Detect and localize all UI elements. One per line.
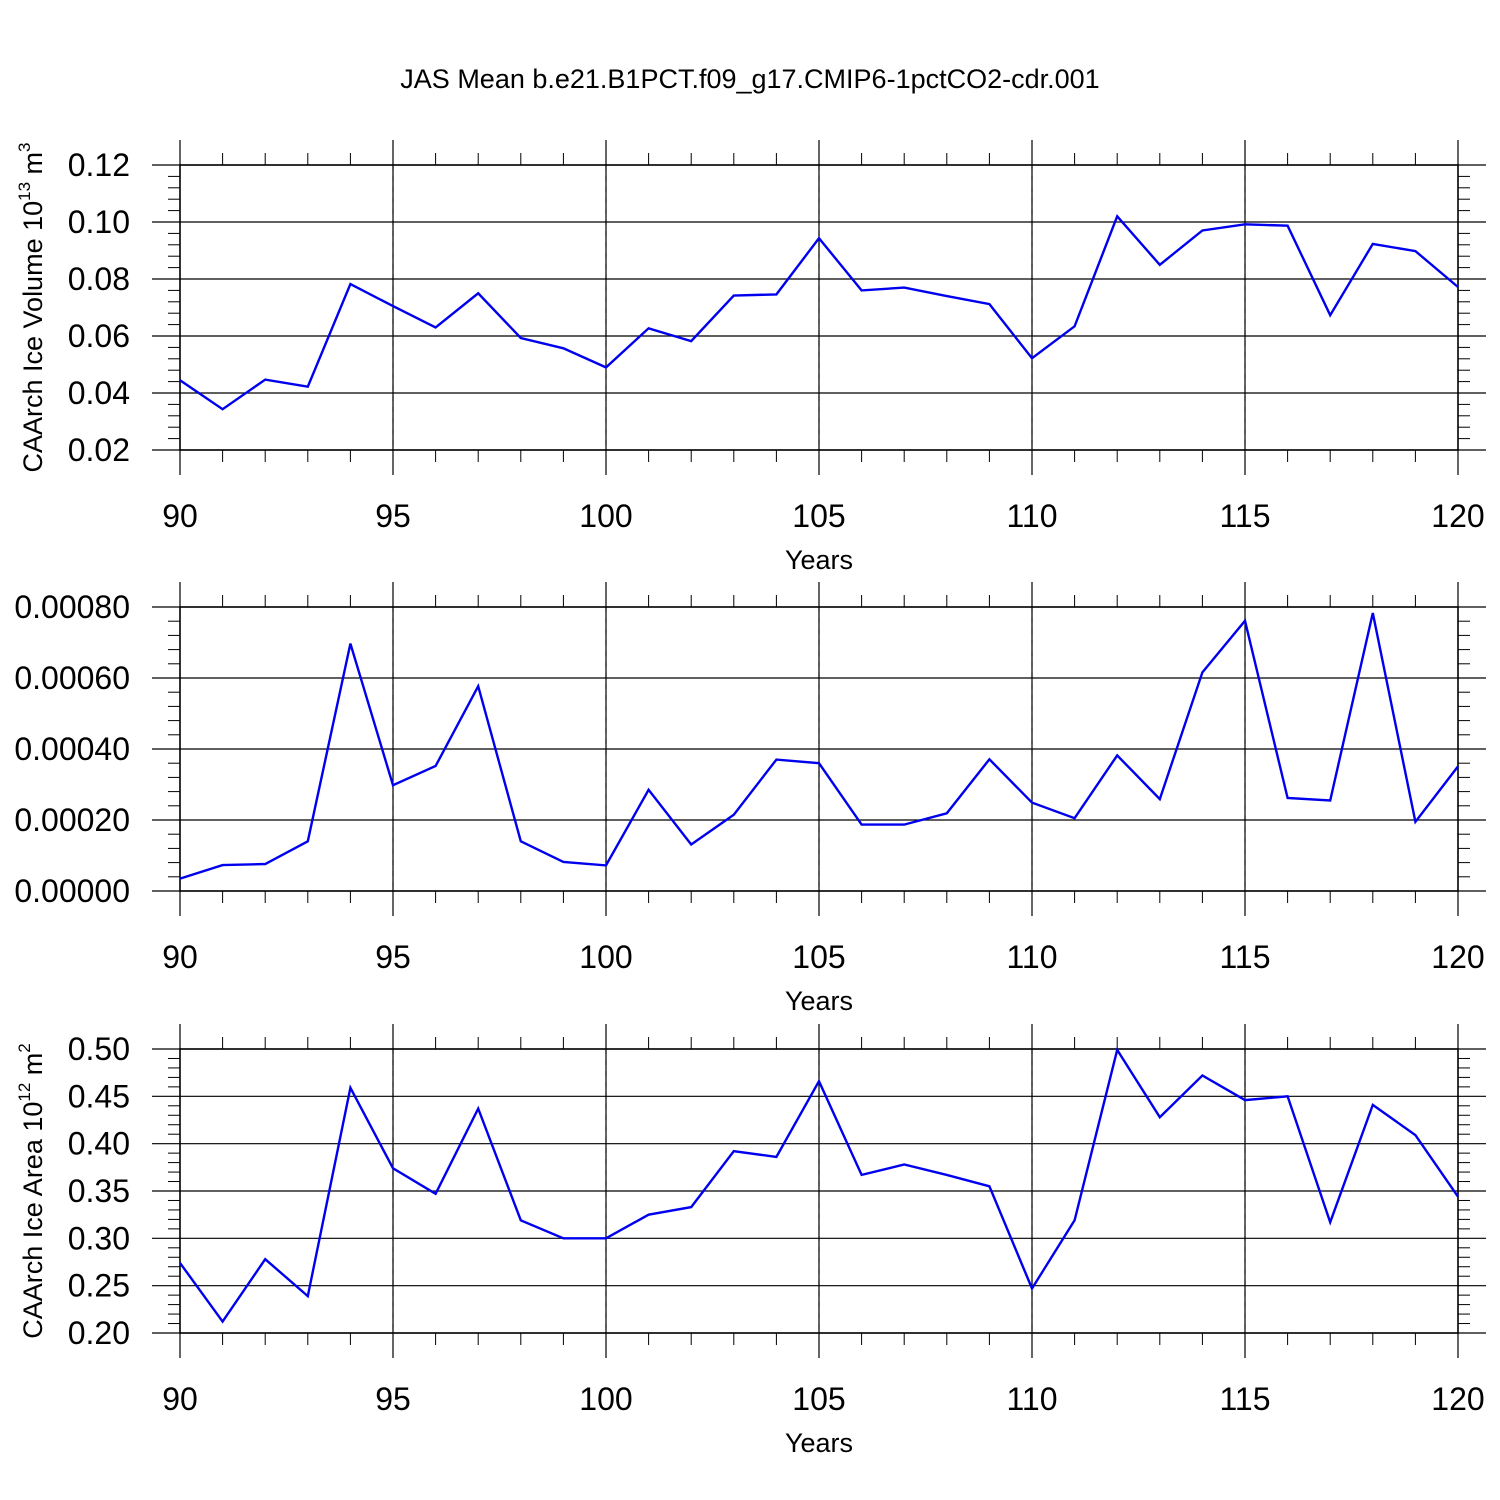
y-tick-label: 0.50 xyxy=(68,1031,130,1067)
y-axis-label: CAArch Ice Area 1012 m2 xyxy=(15,1043,48,1339)
y-tick-label: 0.30 xyxy=(68,1220,130,1256)
x-tick-label: 100 xyxy=(579,939,632,975)
y-tick-label: 0.08 xyxy=(68,261,130,297)
x-tick-label: 100 xyxy=(579,498,632,534)
x-tick-label: 95 xyxy=(375,1381,411,1417)
plot-frame xyxy=(179,1048,1459,1334)
y-tick-label: 0.00060 xyxy=(14,660,130,696)
plot-frame xyxy=(179,606,1459,892)
series-line-volume xyxy=(179,214,1459,411)
plot-frame xyxy=(179,164,1459,451)
x-tick-label: 105 xyxy=(792,498,845,534)
x-tick-label: 95 xyxy=(375,939,411,975)
y-tick-label: 0.35 xyxy=(68,1173,130,1209)
panel-area: 0.20 0.25 0.30 0.35 0.40 0.45 0.50 90 95 100 105 11… xyxy=(15,1024,1486,1458)
y-tick-label: 0.45 xyxy=(68,1078,130,1114)
x-tick-label: 110 xyxy=(1006,1381,1057,1417)
series-line-area xyxy=(179,1046,1459,1324)
y-tick-label: 0.00080 xyxy=(14,589,130,625)
x-tick-label: 110 xyxy=(1006,498,1057,534)
x-tick-label: 115 xyxy=(1219,498,1270,534)
figure-title: JAS Mean b.e21.B1PCT.f09_g17.CMIP6-1pctC… xyxy=(400,64,1100,94)
x-axis-label: Years xyxy=(785,986,853,1016)
y-tick-label: 0.25 xyxy=(68,1268,130,1304)
y-tick-label: 0.00040 xyxy=(14,731,130,767)
x-tick-label: 95 xyxy=(375,498,411,534)
x-tick-label: 120 xyxy=(1431,1381,1484,1417)
x-tick-label: 105 xyxy=(792,1381,845,1417)
x-tick-label: 120 xyxy=(1431,939,1484,975)
x-tick-label: 110 xyxy=(1006,939,1057,975)
x-tick-label: 90 xyxy=(162,498,198,534)
y-tick-label: 0.20 xyxy=(68,1315,130,1351)
x-tick-label: 115 xyxy=(1219,1381,1270,1417)
y-tick-label: 0.06 xyxy=(68,318,130,354)
x-axis-label: Years xyxy=(785,545,853,575)
y-tick-label: 0.04 xyxy=(68,375,130,411)
x-tick-label: 120 xyxy=(1431,498,1484,534)
x-tick-label: 100 xyxy=(579,1381,632,1417)
x-tick-label: 90 xyxy=(162,939,198,975)
x-tick-label: 105 xyxy=(792,939,845,975)
y-axis-label: CAArch Ice Volume 1013 m3 xyxy=(15,142,48,472)
y-tick-label: 0.02 xyxy=(68,432,130,468)
x-tick-label: 90 xyxy=(162,1381,198,1417)
panel-thickness: 0.00000 0.00020 0.00040 0.00060 0.00080 90 95 1… xyxy=(14,582,1486,1016)
x-tick-label: 115 xyxy=(1219,939,1270,975)
y-tick-label: 0.00000 xyxy=(14,873,130,909)
panel-volume: 0.02 0.04 0.06 0.08 0.10 0.12 90 95 100 105 110 115… xyxy=(15,140,1486,575)
x-axis-label: Years xyxy=(785,1428,853,1458)
y-tick-label: 0.10 xyxy=(68,204,130,240)
y-tick-label: 0.00020 xyxy=(14,802,130,838)
y-tick-label: 0.40 xyxy=(68,1126,130,1162)
y-tick-label: 0.12 xyxy=(68,147,130,183)
